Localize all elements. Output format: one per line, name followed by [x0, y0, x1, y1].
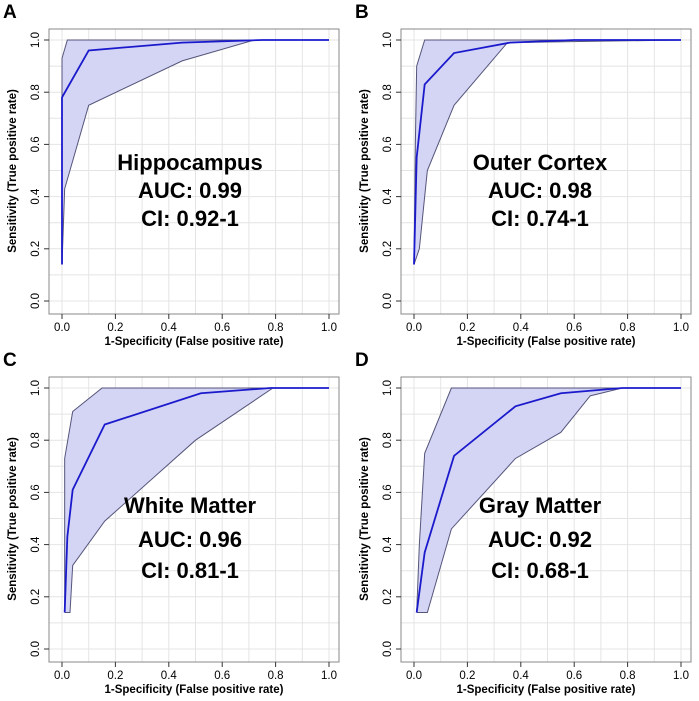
panel-d-xtick-label: 0.4 — [513, 670, 530, 682]
panel-c-ytick-label: 0.4 — [30, 536, 42, 553]
panel-c-ytick-label: 1.0 — [30, 380, 42, 396]
panel-d-roc-curve — [415, 387, 681, 613]
panel-a-xtick-label: 0.0 — [54, 322, 70, 334]
panel-b-ci-band — [414, 40, 681, 265]
panel-a-frame — [48, 28, 340, 315]
panel-c-xlabel: 1-Specificity (False positive rate) — [105, 684, 284, 696]
panel-c-ci-upper-line — [64, 387, 329, 613]
panel-a-ytick-label: 0.6 — [30, 136, 42, 152]
panel-d-ytick-label: 0.8 — [382, 432, 394, 448]
panel-d-frame — [400, 376, 692, 663]
panel-d-xtick-label: 1.0 — [673, 670, 689, 682]
panel-d-ytick-label: 0.4 — [382, 536, 394, 553]
panel-c-xtick-label: 0.6 — [214, 670, 230, 682]
panel-c-xtick-label: 0.8 — [268, 670, 284, 682]
panel-b-ytick-label: 0.0 — [382, 293, 394, 309]
panel-d-xlabel: 1-Specificity (False positive rate) — [457, 684, 636, 696]
panel-c-ytick-label: 0.2 — [30, 589, 42, 605]
panel-d-annotation-ci: CI: 0.68-1 — [491, 558, 589, 583]
panel-b-frame — [400, 28, 692, 315]
panel-b-ylabel: Sensitivity (True positive rate) — [359, 89, 371, 253]
panel-c-ytick-label: 0.8 — [30, 432, 42, 448]
panel-d-ytick-label: 0.6 — [382, 484, 394, 500]
panel-c-xtick-label: 0.4 — [161, 670, 178, 682]
panel-d-ytick-label: 0.0 — [382, 641, 394, 657]
panel-a-xtick-label: 0.4 — [161, 322, 178, 334]
panel-a-ytick-label: 0.0 — [30, 293, 42, 309]
panel-c-xtick-label: 0.2 — [107, 670, 123, 682]
panel-d-xtick-label: 0.0 — [406, 670, 422, 682]
panel-d-letter: D — [355, 350, 369, 371]
panel-b-letter: B — [355, 2, 369, 23]
panel-b-ytick-label: 0.8 — [382, 84, 394, 100]
panel-d-ytick-label: 0.2 — [382, 589, 394, 605]
panel-b-xtick-label: 1.0 — [673, 322, 689, 334]
panel-a-ytick-label: 1.0 — [30, 32, 42, 48]
panel-c-ytick-label: 0.6 — [30, 484, 42, 500]
panel-a: A 0.0 0.2 0.4 0.6 0.8 1.0 0.0 0.2 0.4 0.6 0.8 1.0 1-S… — [3, 2, 340, 348]
panel-a-xtick-label: 0.2 — [107, 322, 123, 334]
panel-a-ytick-label: 0.2 — [30, 241, 42, 257]
panel-b-xtick-label: 0.2 — [459, 322, 475, 334]
panel-d-xtick-label: 0.2 — [459, 670, 475, 682]
panel-c-ylabel: Sensitivity (True positive rate) — [7, 437, 19, 601]
panel-a-annotation-auc: AUC: 0.99 — [138, 178, 242, 203]
panel-c-annotation-title: White Matter — [124, 493, 256, 518]
panel-a-xtick-label: 1.0 — [321, 322, 337, 334]
panel-d-xtick-label: 0.8 — [620, 670, 636, 682]
panel-c: C 0.0 0.2 0.4 0.6 0.8 1.0 0.0 0.2 0.4 0.6 0.8 1.0 1-S… — [3, 350, 340, 696]
panel-b-ytick-label: 0.2 — [382, 241, 394, 257]
panel-a-ci-band — [62, 40, 329, 265]
panel-d: D 0.0 0.2 0.4 0.6 0.8 1.0 0.0 0.2 0.4 0.6 0.8 1.0 1-S… — [355, 350, 692, 696]
panel-a-xtick-label: 0.6 — [214, 322, 230, 334]
panel-b-annotation-auc: AUC: 0.98 — [488, 178, 592, 203]
panel-a-letter: A — [3, 2, 17, 23]
panel-d-ci-upper-line — [416, 387, 681, 613]
panel-b-annotation-title: Outer Cortex — [473, 150, 608, 175]
panel-b-annotation-ci: CI: 0.74-1 — [491, 206, 589, 231]
panel-a-ytick-label: 0.4 — [30, 188, 42, 205]
panel-c-roc-curve — [63, 387, 329, 613]
panel-d-ci-band — [416, 388, 681, 613]
panel-a-annotation-title: Hippocampus — [117, 150, 262, 175]
panel-b-xtick-label: 0.4 — [513, 322, 530, 334]
panel-b-xtick-label: 0.0 — [406, 322, 422, 334]
panel-a-ylabel: Sensitivity (True positive rate) — [7, 89, 19, 253]
panel-c-frame — [48, 376, 340, 663]
panel-b-xtick-label: 0.6 — [566, 322, 582, 334]
panel-c-annotation-ci: CI: 0.81-1 — [141, 558, 239, 583]
panel-a-ytick-label: 0.8 — [30, 84, 42, 100]
panel-a-xtick-label: 0.8 — [268, 322, 284, 334]
panel-b-xlabel: 1-Specificity (False positive rate) — [457, 336, 636, 348]
panel-b-ytick-label: 0.6 — [382, 136, 394, 152]
panel-d-xtick-label: 0.6 — [566, 670, 582, 682]
panel-c-letter: C — [3, 350, 17, 371]
panel-b-xtick-label: 0.8 — [620, 322, 636, 334]
panel-b-roc-curve — [413, 39, 681, 265]
panel-c-ci-band — [64, 388, 330, 613]
panel-a-xlabel: 1-Specificity (False positive rate) — [105, 336, 284, 348]
panel-d-annotation-title: Gray Matter — [479, 493, 602, 518]
panel-d-ylabel: Sensitivity (True positive rate) — [359, 437, 371, 601]
panel-d-ytick-label: 1.0 — [382, 380, 394, 396]
panel-a-roc-curve — [61, 39, 329, 265]
panel-a-annotation-ci: CI: 0.92-1 — [141, 206, 239, 231]
panel-b: B 0.0 0.2 0.4 0.6 0.8 1.0 0.0 0.2 0.4 0.6 0.8 1.0 1-S… — [355, 2, 692, 348]
panel-b-ci-upper-line — [413, 39, 681, 265]
panel-c-annotation-auc: AUC: 0.96 — [138, 527, 242, 552]
panel-c-xtick-label: 0.0 — [54, 670, 70, 682]
panel-d-annotation-auc: AUC: 0.92 — [488, 527, 592, 552]
panel-c-xtick-label: 1.0 — [321, 670, 337, 682]
panel-c-ytick-label: 0.0 — [30, 641, 42, 657]
panel-b-ytick-label: 1.0 — [382, 32, 394, 48]
panel-b-ytick-label: 0.4 — [382, 188, 394, 205]
